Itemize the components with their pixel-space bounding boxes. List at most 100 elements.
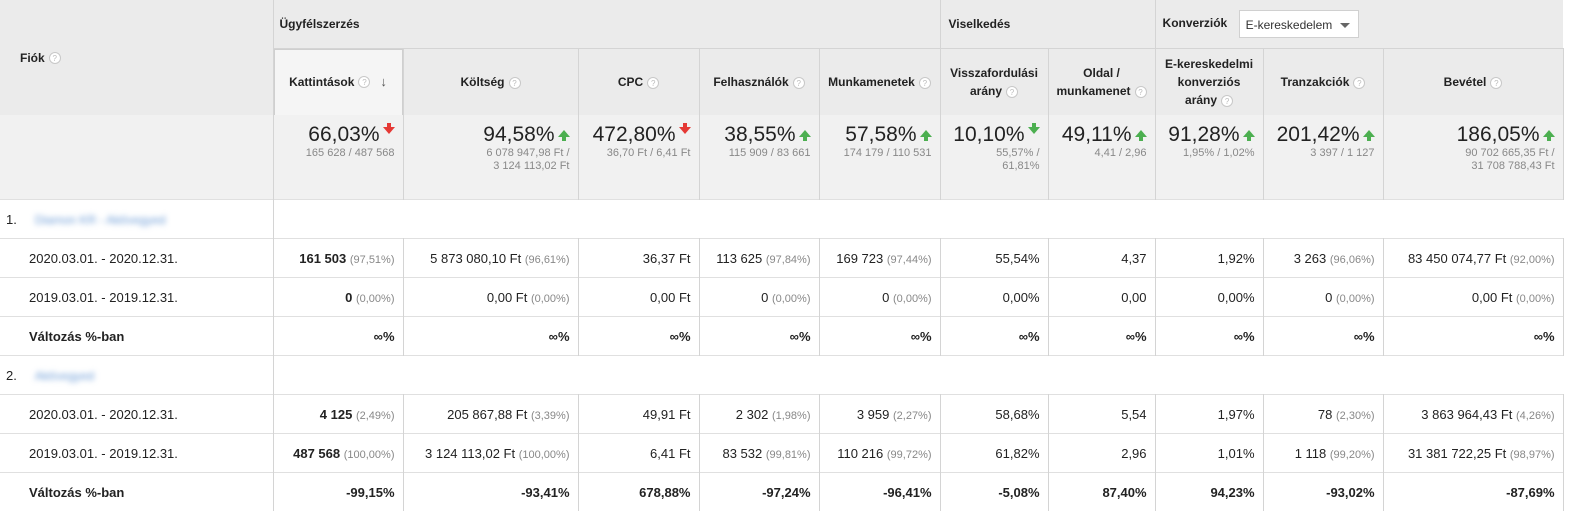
metric-value: -93,02%	[1326, 484, 1375, 500]
column-header-4[interactable]: Felhasználók?	[699, 48, 820, 115]
metric-share: (98,97%)	[1509, 448, 1555, 461]
column-header-label: Kattintások	[289, 74, 355, 89]
group-acquisition-label: Ügyfélszerzés	[279, 17, 360, 31]
column-header-9[interactable]: Tranzakciók?	[1263, 48, 1384, 115]
column-header-label: Munkamenetek	[828, 75, 915, 89]
summary-comparison-values: 1,95% / 1,02%	[1182, 147, 1255, 159]
column-header-1[interactable]: Kattintások? ↓	[273, 48, 404, 115]
column-header-label: Felhasználók	[713, 75, 789, 89]
metric-cell: 87,40%	[1048, 472, 1156, 511]
metric-cell: ∞%	[1383, 316, 1564, 356]
column-header-label: Visszafordulási	[950, 66, 1038, 80]
column-header-2[interactable]: Költség?	[403, 48, 579, 115]
metric-value: 31 381 722,25 Ft	[1407, 445, 1507, 461]
metric-value: 1,01%	[1217, 445, 1255, 461]
column-header-label: arány	[1185, 93, 1218, 107]
metric-value: 2,96	[1121, 445, 1147, 461]
metric-value: 58,68%	[995, 406, 1040, 422]
metric-cell: 83 450 074,77 Ft (92,00%)	[1383, 238, 1564, 278]
help-icon[interactable]: ?	[918, 76, 931, 89]
row-number: 2.	[6, 367, 17, 383]
metric-cell: 6,41 Ft	[578, 433, 700, 473]
metric-value: -5,08%	[998, 484, 1040, 500]
metric-cell: 3 959 (2,27%)	[819, 394, 941, 434]
metric-cell: ∞%	[1155, 316, 1264, 356]
metric-share: (97,51%)	[349, 253, 395, 266]
summary-comparison-values: 115 909 / 83 661	[728, 147, 811, 159]
metric-value: 0,00 Ft	[650, 289, 691, 305]
help-icon[interactable]: ?	[647, 76, 660, 89]
summary-cell: 10,10% 55,57% /61,81%	[940, 115, 1049, 200]
help-icon[interactable]: ?	[1353, 76, 1366, 89]
column-header-5[interactable]: Munkamenetek?	[819, 48, 941, 115]
help-icon[interactable]: ?	[792, 76, 805, 89]
metric-cell: 78 (2,30%)	[1263, 394, 1384, 434]
metric-cell: 169 723 (97,44%)	[819, 238, 941, 278]
metric-value: ∞%	[789, 328, 811, 344]
metric-value: 83 532	[722, 445, 763, 461]
help-icon[interactable]: ?	[1221, 94, 1234, 107]
summary-comparison-values: 4,41 / 2,96	[1094, 147, 1147, 159]
column-header-6[interactable]: Visszafordulási arány?	[940, 48, 1049, 115]
help-icon[interactable]: ?	[1006, 85, 1019, 98]
summary-cell: 66,03% 165 628 / 487 568	[273, 115, 404, 200]
metric-share: (96,61%)	[524, 253, 570, 266]
metric-share: (92,00%)	[1509, 253, 1555, 266]
help-icon[interactable]: ?	[358, 76, 371, 89]
group-conversion-label: Konverziók	[1162, 16, 1228, 31]
column-header-10[interactable]: Bevétel?	[1383, 48, 1564, 115]
metric-cell: 36,37 Ft	[578, 238, 700, 278]
metric-cell: 5,54	[1048, 394, 1156, 434]
metric-value: 0	[761, 289, 769, 305]
metric-value: 55,54%	[995, 250, 1040, 266]
conversion-type-dropdown[interactable]: E-kereskedelem	[1238, 10, 1359, 38]
metric-value: ∞%	[1533, 328, 1555, 344]
metric-cell: -93,02%	[1263, 472, 1384, 511]
metric-cell: 0 (0,00%)	[819, 277, 941, 317]
metric-cell: 110 216 (99,72%)	[819, 433, 941, 473]
metric-cell: 205 867,88 Ft (3,39%)	[403, 394, 579, 434]
metric-value: 61,82%	[995, 445, 1040, 461]
column-header-label: E-kereskedelmi	[1165, 57, 1254, 71]
summary-cell: 94,58% 6 078 947,98 Ft /3 124 113,02 Ft	[403, 115, 579, 200]
summary-cell: 91,28% 1,95% / 1,02%	[1155, 115, 1264, 200]
account-name-link[interactable]: Aktívegyed	[34, 368, 95, 383]
metric-cell: 0,00 Ft (0,00%)	[1383, 277, 1564, 317]
account-group-row: 1. Diamon KR - Aktívegyed	[0, 199, 1564, 239]
group-conversion: Konverziók E-kereskedelem	[1155, 0, 1564, 49]
metric-value: 87,40%	[1102, 484, 1147, 500]
column-header-3[interactable]: CPC?	[578, 48, 700, 115]
change-row: Változás %-ban -99,15% -93,41% 678,88% -97,2…	[0, 472, 1564, 511]
summary-cell: 186,05% 90 702 665,35 Ft /31 708 788,43 F…	[1383, 115, 1564, 200]
metric-cell: ∞%	[699, 316, 820, 356]
help-icon[interactable]: ?	[1490, 76, 1503, 89]
column-header-7[interactable]: Oldal / munkamenet?	[1048, 48, 1156, 115]
help-icon[interactable]: ?	[508, 76, 521, 89]
metric-cell: -97,24%	[699, 472, 820, 511]
sort-descending-icon[interactable]: ↓	[380, 74, 387, 90]
metric-cell: 1 118 (99,20%)	[1263, 433, 1384, 473]
metric-share: (0,00%)	[1516, 292, 1555, 305]
metric-cell: ∞%	[1048, 316, 1156, 356]
metric-share: (2,30%)	[1336, 409, 1375, 422]
summary-change-value: 10,10%	[953, 123, 1025, 146]
account-group-row: 2. Aktívegyed	[0, 355, 1564, 395]
arrow-up-icon	[1542, 129, 1555, 141]
metric-value: 5 873 080,10 Ft	[430, 250, 522, 266]
help-icon[interactable]: ?	[1134, 85, 1147, 98]
help-icon[interactable]: ?	[48, 52, 61, 65]
metric-value: 0	[345, 289, 353, 305]
metric-cell: 0 (0,00%)	[699, 277, 820, 317]
row-number: 1.	[6, 211, 17, 227]
date-range-row: 2019.03.01. - 2019.12.31. 0 (0,00%) 0,00 F…	[0, 277, 1564, 317]
metric-cell: 1,97%	[1155, 394, 1264, 434]
metric-cell: 0,00 Ft	[578, 277, 700, 317]
account-name-link[interactable]: Diamon KR - Aktívegyed	[34, 212, 166, 227]
column-header-8[interactable]: E-kereskedelmi konverziós arány?	[1155, 48, 1264, 115]
metric-cell: 3 863 964,43 Ft (4,26%)	[1383, 394, 1564, 434]
arrow-down-icon	[678, 122, 691, 134]
conversion-type-value: E-kereskedelem	[1245, 18, 1333, 32]
metric-share: (99,20%)	[1329, 448, 1375, 461]
metric-value: 0,00 Ft	[486, 289, 528, 305]
metric-value: 3 263	[1293, 250, 1327, 266]
